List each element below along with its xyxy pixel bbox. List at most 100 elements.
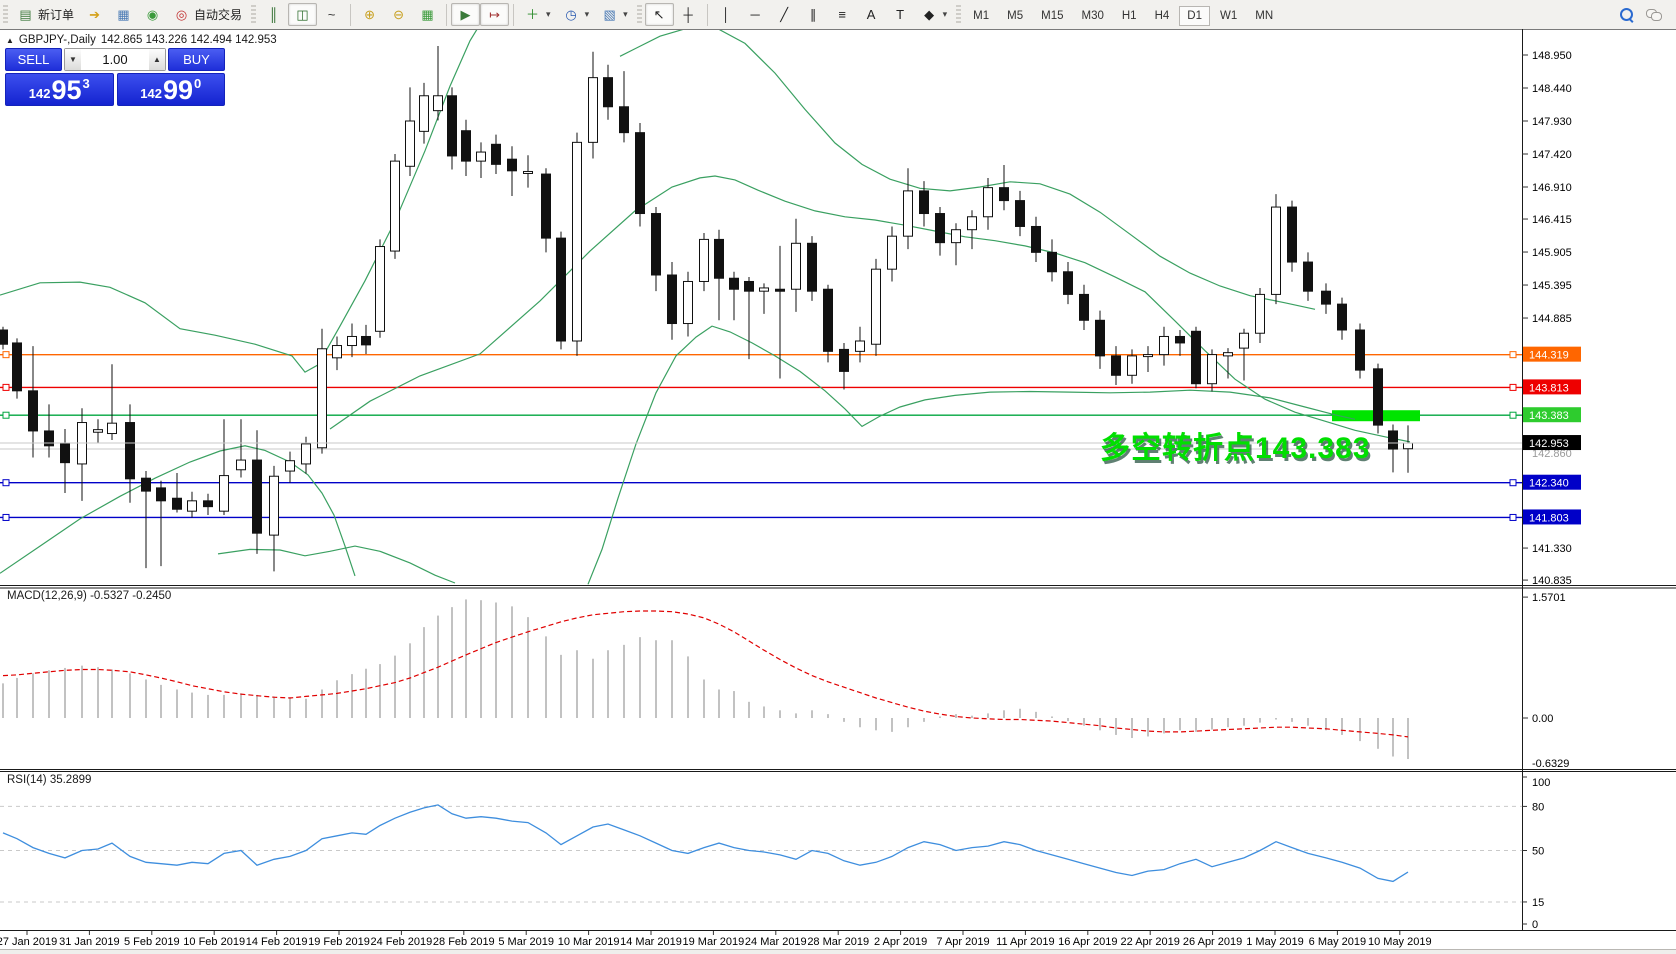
zoom-out-button[interactable]: ⊖ [384, 3, 413, 26]
arrows-button[interactable]: ◆ ▾ [915, 3, 954, 26]
candlestick-icon: ◫ [296, 7, 309, 22]
toolbar-grip[interactable] [636, 4, 642, 25]
tile-windows-button[interactable]: ▦ [413, 3, 442, 26]
vline-button[interactable]: │ [712, 3, 741, 26]
svg-text:141.803: 141.803 [1529, 512, 1569, 524]
new-order-button[interactable]: ▤ 新订单 [11, 3, 80, 26]
buy-price-big: 99 [162, 75, 193, 105]
sell-price-big: 95 [51, 75, 82, 105]
svg-text:15: 15 [1532, 897, 1544, 909]
timeframe-m5[interactable]: M5 [1007, 9, 1024, 22]
collapse-triangle-icon[interactable]: ▲ [6, 35, 14, 45]
periods-button[interactable]: ◷ ▾ [557, 3, 596, 26]
chart-window[interactable]: 148.950 148.440 147.930 147.420 146.910 146.4… [0, 29, 1676, 954]
one-click-trading-panel: SELL ▼ 1.00 ▲ BUY 142 95 3 142 99 0 [5, 48, 225, 106]
sell-price-sup: 3 [82, 76, 90, 91]
timeframe-h4[interactable]: H4 [1154, 9, 1170, 22]
svg-text:144.319: 144.319 [1529, 350, 1569, 362]
timeframe-h1[interactable]: H1 [1121, 9, 1137, 22]
text-icon: A [866, 7, 876, 22]
chart-canvas[interactable]: 148.950 148.440 147.930 147.420 146.910 146.4… [0, 29, 1676, 954]
svg-text:140.835: 140.835 [1532, 575, 1572, 587]
macd-label: MACD(12,26,9) -0.5327 -0.2450 [7, 590, 172, 602]
callback-button[interactable]: ➔ [80, 3, 109, 26]
auto-trading-icon: ◎ [175, 7, 188, 22]
vline-icon: │ [722, 7, 731, 22]
toolbar-grip[interactable] [956, 4, 962, 25]
chat-button[interactable] [1640, 6, 1668, 24]
svg-text:148.950: 148.950 [1532, 50, 1572, 62]
buy-button[interactable]: BUY [168, 48, 225, 71]
line-chart-button[interactable]: ~ [317, 3, 346, 26]
timeframe-mn[interactable]: MN [1255, 9, 1274, 22]
channel-button[interactable]: ∥ [799, 3, 828, 26]
label-button[interactable]: T [886, 3, 915, 26]
fibonacci-button[interactable]: ≡ [828, 3, 857, 26]
svg-text:50: 50 [1532, 846, 1544, 858]
svg-text:24 Feb 2019: 24 Feb 2019 [371, 936, 433, 948]
trendline-button[interactable]: ╱ [770, 3, 799, 26]
autoscroll-button[interactable]: ▶ [451, 3, 481, 26]
channel-icon: ∥ [809, 7, 817, 22]
crosshair-icon: ┼ [683, 7, 693, 22]
svg-text:19 Feb 2019: 19 Feb 2019 [308, 936, 370, 948]
svg-text:143.383: 143.383 [1529, 410, 1569, 422]
svg-text:142.953: 142.953 [1529, 438, 1569, 450]
timeframe-d1[interactable]: D1 [1179, 5, 1210, 26]
indicators-icon: ＋ [526, 7, 540, 22]
toolbar-grip[interactable] [3, 4, 8, 25]
svg-text:-0.6329: -0.6329 [1532, 758, 1569, 770]
sell-price-prefix: 142 [28, 86, 51, 101]
timeframe-m30[interactable]: M30 [1081, 9, 1104, 22]
bar-chart-button[interactable]: ║ [259, 3, 288, 26]
trendline-icon: ╱ [780, 7, 789, 22]
svg-text:147.930: 147.930 [1532, 116, 1572, 128]
sell-button[interactable]: SELL [5, 48, 62, 71]
svg-text:28 Feb 2019: 28 Feb 2019 [433, 936, 495, 948]
broadcast-button[interactable]: ◉ [138, 3, 167, 26]
volume-value[interactable]: 1.00 [102, 52, 128, 67]
templates-button[interactable]: ▧ ▾ [595, 3, 634, 26]
timeframe-w1[interactable]: W1 [1219, 9, 1238, 22]
svg-text:24 Mar 2019: 24 Mar 2019 [745, 936, 807, 948]
toolbar-grip[interactable] [251, 4, 257, 25]
chart-title: ▲ GBPJPY-,Daily 142.865 143.226 142.494 … [6, 34, 277, 46]
indicators-button[interactable]: ＋ ▾ [526, 7, 551, 22]
auto-trading-label: 自动交易 [194, 8, 243, 22]
periods-icon: ◷ [565, 7, 577, 22]
svg-text:5 Mar 2019: 5 Mar 2019 [498, 936, 554, 948]
candlestick-button[interactable]: ◫ [288, 3, 318, 26]
crosshair-button[interactable]: ┼ [674, 3, 703, 26]
broadcast-icon: ◉ [146, 7, 159, 22]
svg-text:10 Feb 2019: 10 Feb 2019 [183, 936, 245, 948]
svg-text:22 Apr 2019: 22 Apr 2019 [1121, 936, 1180, 948]
tile-windows-icon: ▦ [421, 7, 434, 22]
label-icon: T [896, 7, 905, 22]
svg-text:28 Mar 2019: 28 Mar 2019 [807, 936, 869, 948]
timeframe-m1[interactable]: M1 [973, 9, 990, 22]
hline-button[interactable]: ─ [741, 3, 770, 26]
sell-price-button[interactable]: 142 95 3 [5, 73, 114, 106]
text-button[interactable]: A [857, 3, 886, 26]
svg-text:0.00: 0.00 [1532, 713, 1553, 725]
rsi-label: RSI(14) 35.2899 [7, 774, 92, 786]
cursor-button[interactable]: ↖ [644, 3, 674, 26]
svg-text:26 Apr 2019: 26 Apr 2019 [1183, 936, 1242, 948]
buy-price-button[interactable]: 142 99 0 [116, 73, 225, 106]
auto-trading-button[interactable]: ◎ 自动交易 [167, 3, 248, 26]
symbol-name: GBPJPY-,Daily [18, 34, 96, 46]
volume-decrease-button[interactable]: ▼ [65, 49, 81, 70]
timeframe-m15[interactable]: M15 [1041, 9, 1064, 22]
volume-increase-button[interactable]: ▲ [149, 49, 165, 70]
search-button[interactable] [1614, 5, 1640, 25]
search-icon [1620, 7, 1634, 22]
svg-text:148.440: 148.440 [1532, 83, 1572, 95]
zoom-in-button[interactable]: ⊕ [355, 3, 384, 26]
svg-text:1.5701: 1.5701 [1532, 592, 1566, 604]
new-chart-button[interactable]: ▦ [109, 3, 138, 26]
buy-price-prefix: 142 [140, 86, 162, 101]
svg-text:142.340: 142.340 [1529, 478, 1569, 490]
chart-shift-button[interactable]: ↦ [480, 3, 510, 26]
timeframe-bar: M1 M5 M15 M30 H1 H4 D1 W1 MN [964, 5, 1282, 26]
